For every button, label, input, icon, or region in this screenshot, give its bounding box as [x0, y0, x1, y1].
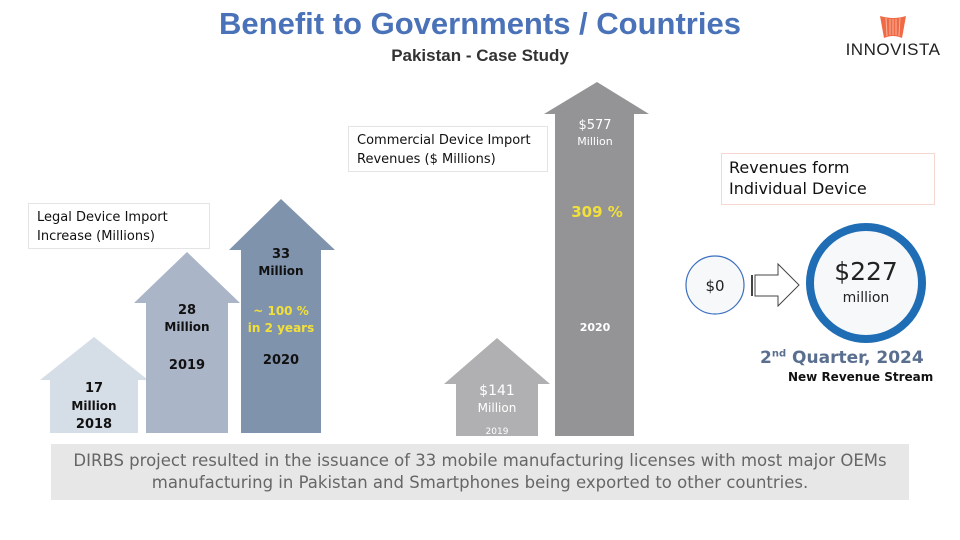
- footer-line: DIRBS project resulted in the issuance o…: [73, 451, 887, 470]
- year-2018: 2018: [76, 417, 112, 432]
- commercial-year-2019: 2019: [486, 427, 509, 437]
- from-circle: [685, 255, 745, 315]
- unit-2018: Million: [71, 399, 116, 413]
- from-value: $0: [705, 277, 724, 295]
- commercial-value-2020: $577: [578, 118, 611, 133]
- page-title: Benefit to Governments / Countries: [219, 6, 741, 41]
- individual-revenue-label: Revenues form Individual Device: [721, 153, 935, 205]
- arrow-commercial-2020: [544, 82, 649, 436]
- to-circle: [806, 223, 926, 343]
- arrow-2019: [134, 252, 240, 433]
- value-2020: 33: [272, 247, 290, 262]
- commercial-year-2020: 2020: [580, 321, 611, 334]
- unit-2020: Million: [258, 264, 303, 278]
- right-arrow-icon: [751, 262, 800, 308]
- footer-note: DIRBS project resulted in the issuance o…: [51, 444, 909, 500]
- footer-line: manufacturing in Pakistan and Smartphone…: [151, 473, 809, 492]
- innovista-logo: INNOVISTA: [828, 14, 958, 60]
- quarter-label: 2nd Quarter, 2024: [760, 348, 960, 368]
- commercial-unit-2020: Million: [577, 135, 612, 148]
- label-line: Commercial Device Import: [357, 133, 531, 148]
- label-line: Revenues ($ Millions): [357, 152, 496, 167]
- commercial-growth: 309 %: [571, 203, 623, 221]
- quarter-number: 2: [760, 348, 772, 368]
- commercial-unit-2019: Million: [478, 401, 517, 415]
- value-2018: 17: [85, 381, 103, 396]
- label-line: Legal Device Import: [37, 210, 168, 225]
- commercial-value-2019: $141: [479, 383, 515, 399]
- growth-note: ~ 100 %: [253, 304, 308, 318]
- commercial-imports-label: Commercial Device Import Revenues ($ Mil…: [348, 126, 548, 172]
- arrow-commercial-2019: [444, 338, 550, 436]
- legal-imports-label: Legal Device Import Increase (Millions): [28, 203, 210, 249]
- to-value: $227: [834, 257, 898, 286]
- label-line: Individual Device: [729, 179, 867, 198]
- unit-2019: Million: [164, 320, 209, 334]
- logo-text: INNOVISTA: [845, 40, 941, 59]
- year-2019: 2019: [169, 358, 205, 373]
- quarter-suffix: nd: [771, 348, 787, 360]
- revenue-stream-label: New Revenue Stream: [788, 370, 934, 384]
- arrow-2018: [40, 337, 148, 433]
- quarter-text: Quarter, 2024: [786, 348, 924, 368]
- to-unit: million: [843, 290, 890, 306]
- year-2020: 2020: [263, 353, 299, 368]
- growth-note: in 2 years: [248, 321, 314, 335]
- value-2019: 28: [178, 303, 196, 318]
- logo-mark-icon: [880, 16, 906, 38]
- page-subtitle: Pakistan - Case Study: [391, 46, 569, 65]
- label-line: Revenues form: [729, 158, 850, 177]
- label-line: Increase (Millions): [37, 229, 155, 244]
- arrow-2020: [229, 199, 335, 433]
